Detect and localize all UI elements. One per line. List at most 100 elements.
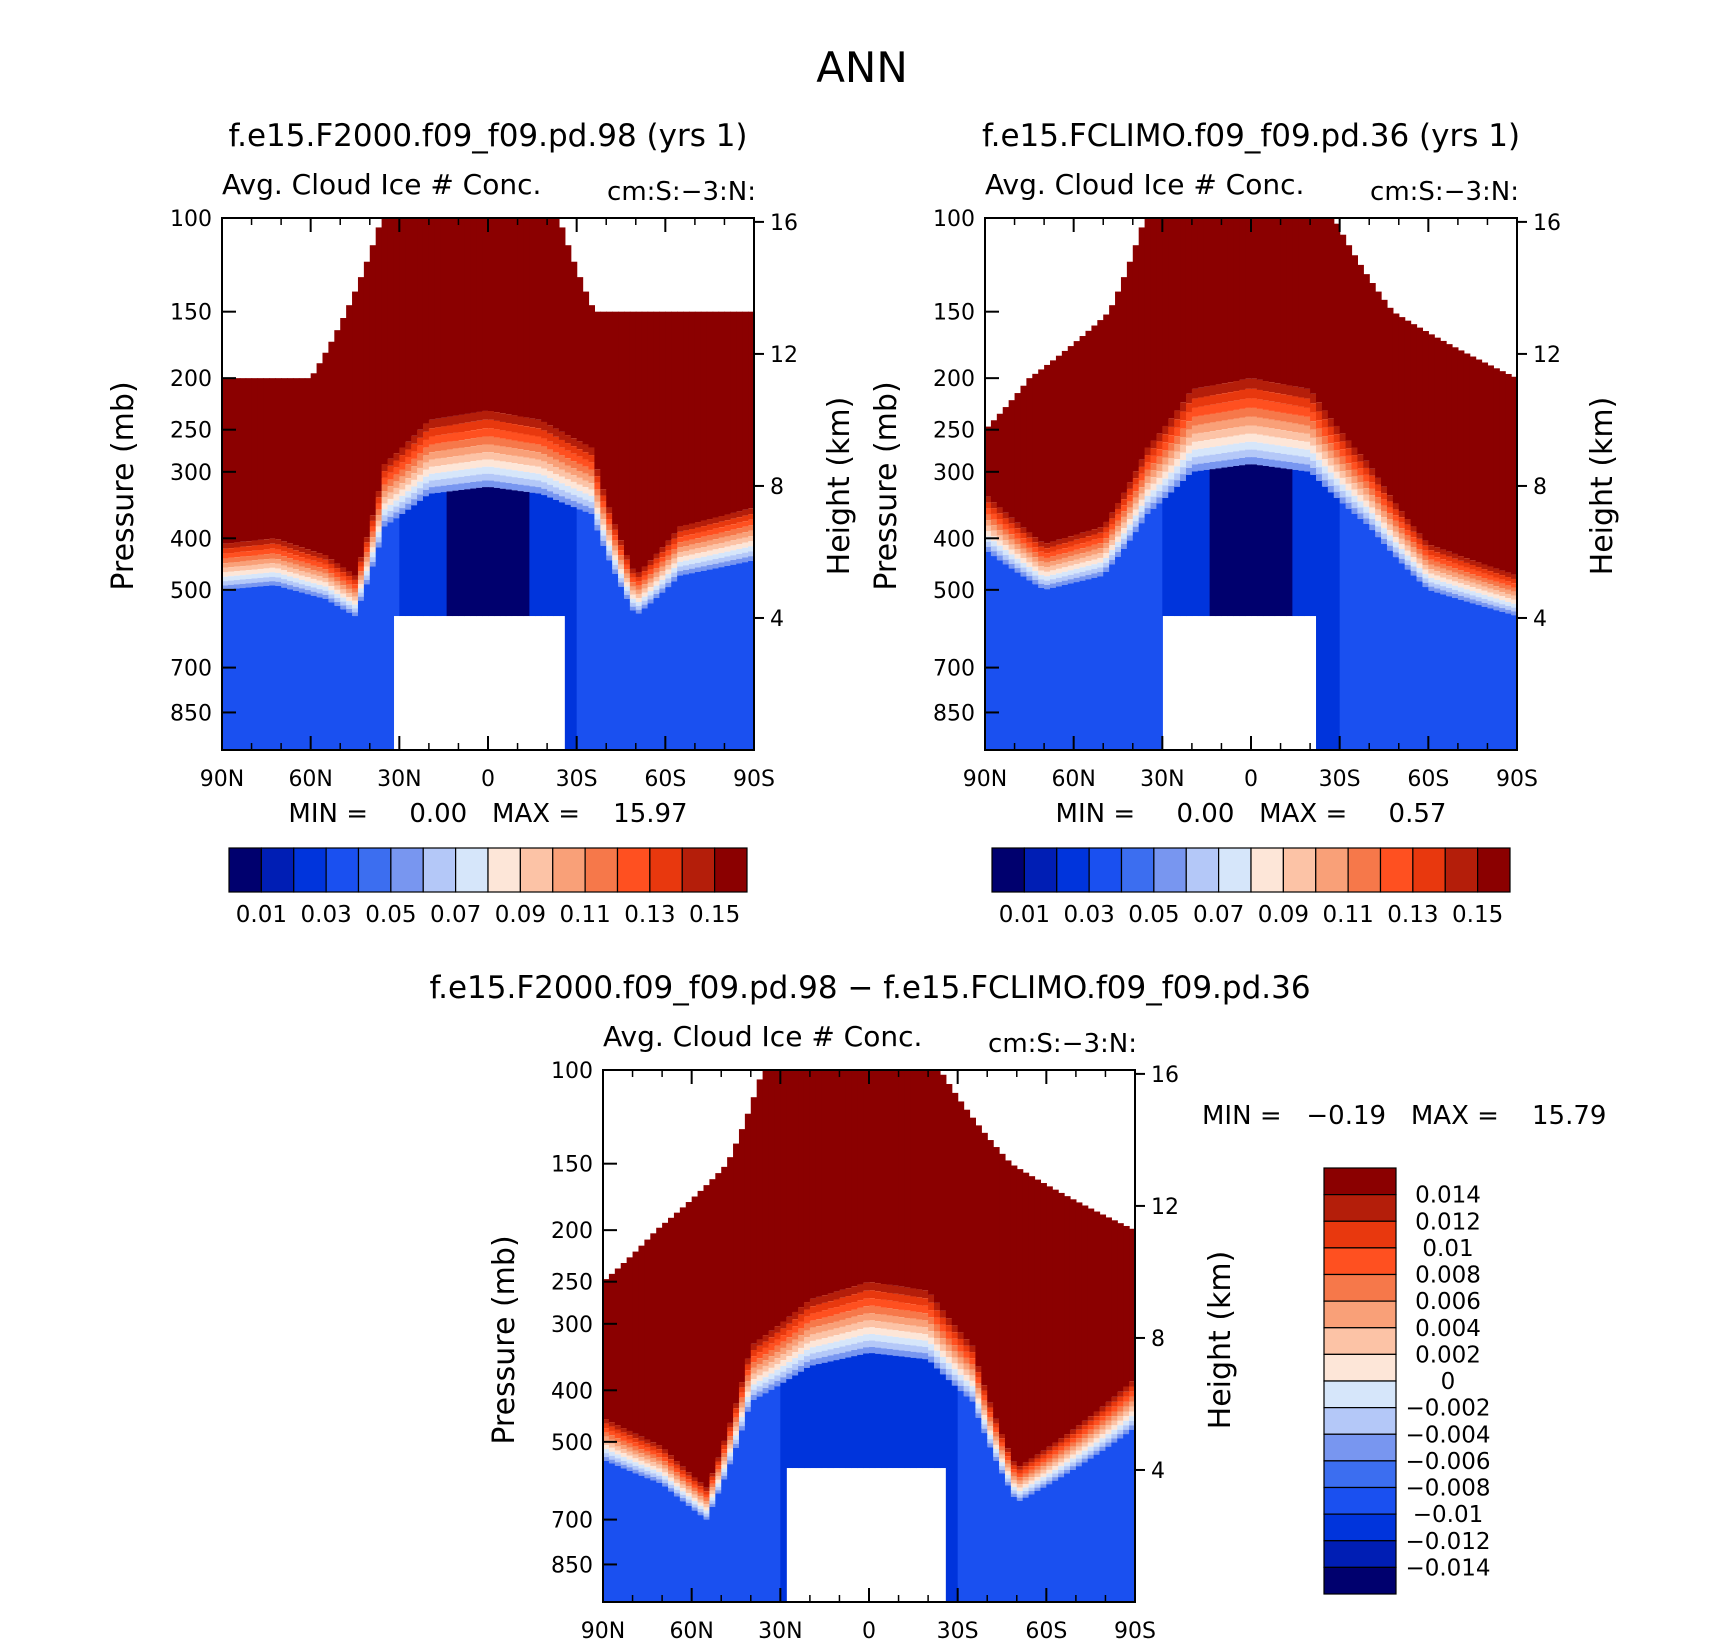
field-cell-c xyxy=(939,1344,947,1351)
field-cell-c xyxy=(691,1196,699,1478)
field-cell-b xyxy=(1351,495,1358,503)
field-cell-a xyxy=(700,526,708,532)
field-cell-a xyxy=(257,545,264,550)
field-cell-c xyxy=(803,1350,811,1357)
field-cell-c xyxy=(1081,1458,1089,1463)
field-cell-b xyxy=(1268,444,1276,453)
field-cell-c xyxy=(697,1492,705,1497)
field-cell-a xyxy=(665,569,672,575)
field-cell-a xyxy=(298,557,306,562)
field-cell-a xyxy=(505,462,513,470)
field-cell-b xyxy=(1369,495,1376,502)
field-cell-a xyxy=(499,446,507,455)
field-cell-a xyxy=(281,587,288,750)
field-cell-c xyxy=(1052,1442,1059,1447)
field-cell-a xyxy=(659,557,666,562)
field-cell-a xyxy=(446,464,454,472)
field-cell-c xyxy=(803,1343,811,1351)
field-cell-c xyxy=(786,1070,793,1317)
field-cell-b xyxy=(1073,341,1081,535)
field-cell-a xyxy=(730,555,737,560)
field-cell-b xyxy=(1203,386,1211,397)
field-cell-b xyxy=(1310,474,1317,617)
field-cell-c xyxy=(809,1347,817,1354)
field-cell-a xyxy=(399,508,406,514)
field-cell-c xyxy=(798,1341,805,1348)
field-cell-c xyxy=(827,1308,835,1316)
field-cell-a xyxy=(541,218,548,422)
field-cell-c xyxy=(815,1339,823,1346)
field-cell-c xyxy=(673,1489,681,1494)
colorbar-box xyxy=(1323,1300,1397,1329)
field-cell-c xyxy=(774,1375,781,1381)
field-cell-c xyxy=(827,1336,835,1344)
field-cell-c xyxy=(1117,1223,1124,1392)
field-cell-a xyxy=(718,532,726,538)
field-cell-a xyxy=(535,419,542,429)
field-cell-b xyxy=(1233,435,1240,444)
field-cell-b xyxy=(1191,464,1199,472)
field-cell-a xyxy=(417,429,424,438)
field-cell-b xyxy=(1168,486,1175,493)
field-cell-b xyxy=(1280,430,1288,439)
field-cell-b xyxy=(1103,548,1110,554)
field-cell-b xyxy=(1422,550,1429,556)
field-cell-c xyxy=(1129,1416,1135,1421)
field-cell-c xyxy=(1111,1416,1118,1421)
field-cell-b xyxy=(1375,515,1382,521)
field-cell-a xyxy=(671,577,678,582)
field-cell-b xyxy=(1446,588,1453,593)
field-cell-c xyxy=(1022,1477,1030,1481)
field-cell-b xyxy=(1020,553,1027,559)
field-cell-c xyxy=(1022,1497,1030,1602)
field-cell-c xyxy=(685,1493,693,1497)
field-cell-b xyxy=(1392,557,1400,750)
x-tick-label: 0 xyxy=(481,767,495,792)
field-cell-a xyxy=(688,544,696,550)
field-cell-a xyxy=(387,486,395,493)
field-cell-c xyxy=(603,1453,610,1458)
field-cell-c xyxy=(1040,1480,1047,1485)
field-cell-c xyxy=(1016,1469,1024,1474)
field-cell-a xyxy=(653,311,661,554)
field-cell-c xyxy=(638,1440,645,1446)
field-cell-b xyxy=(1256,417,1264,427)
field-cell-c xyxy=(798,1347,805,1355)
field-cell-b xyxy=(1138,480,1146,488)
field-cell-a xyxy=(446,457,454,465)
field-cell-b xyxy=(1262,427,1270,436)
field-cell-c xyxy=(1022,1480,1030,1485)
field-cell-b xyxy=(1245,464,1252,617)
field-cell-b xyxy=(985,496,992,503)
field-cell-a xyxy=(298,547,306,553)
field-cell-b xyxy=(1180,402,1187,412)
field-cell-c xyxy=(1105,1416,1112,1421)
field-cell-b xyxy=(1120,511,1128,517)
field-cell-a xyxy=(700,531,708,537)
field-cell-a xyxy=(523,442,530,451)
field-cell-b xyxy=(1174,444,1181,452)
field-cell-b xyxy=(1428,559,1435,565)
field-cell-b xyxy=(1321,451,1329,460)
field-cell-a xyxy=(612,555,619,561)
field-cell-c xyxy=(750,1097,758,1344)
field-cell-c xyxy=(987,1402,994,1408)
field-cell-a xyxy=(222,548,229,554)
field-cell-c xyxy=(1046,1462,1053,1467)
field-cell-c xyxy=(603,1457,610,1461)
field-cell-c xyxy=(916,1289,923,1298)
field-cell-b xyxy=(1386,513,1394,520)
field-cell-a xyxy=(257,554,264,560)
field-cell-a xyxy=(233,552,241,558)
field-cell-c xyxy=(1064,1438,1071,1443)
field-cell-b xyxy=(1091,577,1098,750)
field-cell-c xyxy=(1052,1462,1059,1467)
field-cell-a xyxy=(535,444,542,453)
field-cell-b xyxy=(1221,383,1228,394)
field-cell-b xyxy=(1469,591,1477,596)
field-cell-b xyxy=(1144,513,1152,750)
field-cell-b xyxy=(1440,586,1447,591)
field-cell-b xyxy=(1115,556,1122,750)
field-cell-a xyxy=(547,478,554,485)
field-cell-b xyxy=(1239,379,1246,390)
